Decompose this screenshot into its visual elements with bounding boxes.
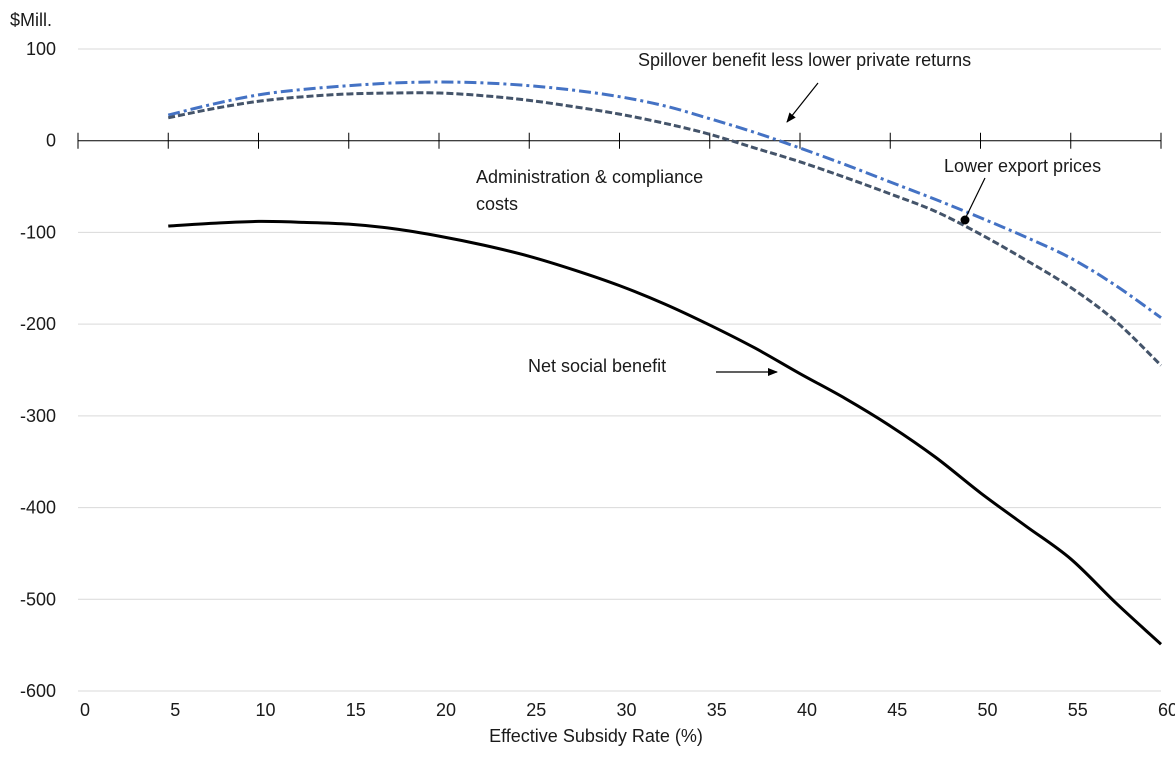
- series-line-0: [167, 80, 1162, 319]
- zero-axis: [77, 132, 1162, 149]
- x-axis-label: Effective Subsidy Rate (%): [489, 726, 703, 746]
- x-tick-label: 40: [797, 700, 817, 720]
- x-tick-label: 30: [616, 700, 636, 720]
- y-tick-label: -500: [20, 589, 56, 609]
- series-line-2: [168, 219, 1163, 646]
- annotation-line: Administration & compliance: [476, 167, 703, 187]
- annotation-line: Spillover benefit less lower private ret…: [638, 50, 971, 70]
- annotation-arrow-spillover: [786, 82, 819, 123]
- y-tick-labels: 100 0 -100 -200 -300 -400 -500 -600: [20, 39, 56, 701]
- annotation-label: Spillover benefit less lower private ret…: [638, 50, 971, 70]
- annotation-line: Net social benefit: [528, 356, 666, 376]
- annotations: Spillover benefit less lower private ret…: [476, 50, 1101, 376]
- x-tick-label: 25: [526, 700, 546, 720]
- annotation-label: Lower export prices: [944, 156, 1101, 176]
- annotation-dot-export: [960, 215, 970, 225]
- x-tick-label: 5: [170, 700, 180, 720]
- x-tick-label: 35: [707, 700, 727, 720]
- annotation-line: costs: [476, 194, 518, 214]
- x-tick-labels: 0 5 10 15 20 25 30 35 40 45 50 55 60: [80, 700, 1175, 720]
- y-tick-label: -100: [20, 222, 56, 242]
- x-tick-label: 20: [436, 700, 456, 720]
- y-tick-label: 0: [46, 131, 56, 151]
- gridlines: [78, 48, 1161, 692]
- y-tick-label: 100: [26, 39, 56, 59]
- x-tick-label: 15: [346, 700, 366, 720]
- y-tick-label: -200: [20, 314, 56, 334]
- y-axis-label: $Mill.: [10, 10, 52, 30]
- x-tick-label: 50: [977, 700, 997, 720]
- y-tick-label: -400: [20, 498, 56, 518]
- annotation-leader-export: [965, 177, 986, 218]
- annotation-label: Administration & compliance costs: [476, 167, 703, 214]
- series-lines: [167, 80, 1163, 646]
- y-tick-label: -300: [20, 406, 56, 426]
- annotation-line: Lower export prices: [944, 156, 1101, 176]
- annotation-label: Net social benefit: [528, 356, 666, 376]
- x-tick-label: 60: [1158, 700, 1175, 720]
- x-tick-label: 45: [887, 700, 907, 720]
- x-tick-label: 55: [1068, 700, 1088, 720]
- x-tick-label: 0: [80, 700, 90, 720]
- series-line-1: [167, 91, 1163, 367]
- y-tick-label: -600: [20, 681, 56, 701]
- x-tick-label: 10: [255, 700, 275, 720]
